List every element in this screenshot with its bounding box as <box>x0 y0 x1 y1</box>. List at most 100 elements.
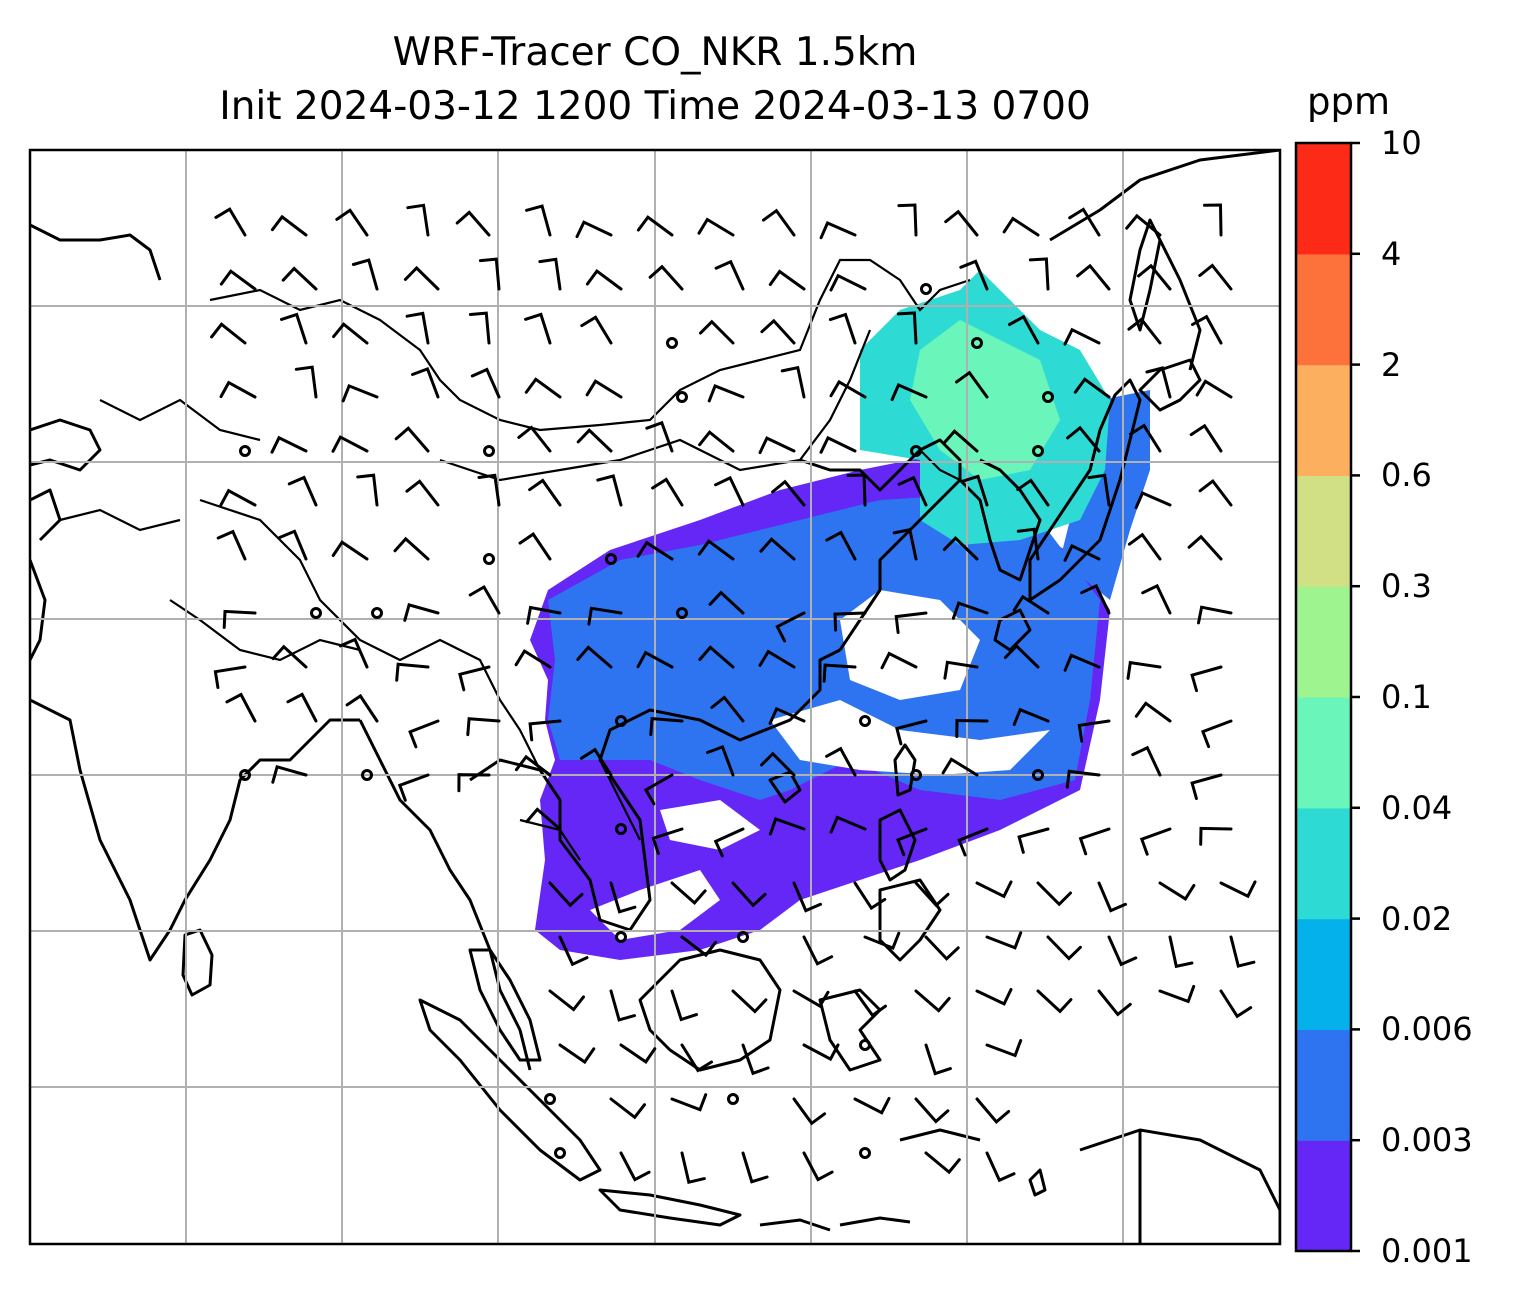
wind-barb <box>1219 989 1253 1019</box>
wind-barb <box>896 827 928 857</box>
wind-barb <box>225 692 257 723</box>
colorbar-tick-label: 0.006 <box>1381 1010 1473 1049</box>
wind-barb <box>1129 423 1162 453</box>
borneo <box>638 948 782 1072</box>
wind-barb <box>897 475 928 507</box>
calm-wind-circle <box>615 715 627 727</box>
wind-barb <box>548 881 584 908</box>
wind-barb <box>896 311 918 345</box>
calm-wind-circle <box>910 445 922 457</box>
wind-barb <box>405 311 430 345</box>
wind-barb <box>278 529 308 561</box>
wind-barb <box>645 420 674 453</box>
wind-barb <box>405 479 440 507</box>
calm-wind-circle <box>554 1147 566 1159</box>
wind-barb <box>335 208 369 237</box>
wind-barb <box>895 719 928 746</box>
china-mongolia-border <box>439 329 872 482</box>
calm-wind-circle <box>615 931 627 943</box>
wind-barb <box>775 611 806 643</box>
wind-barb <box>1191 314 1223 345</box>
wind-barb <box>975 880 1013 899</box>
colorbar-segment <box>1296 143 1351 255</box>
wind-barb <box>670 881 707 906</box>
java <box>598 1188 742 1227</box>
wind-barb <box>466 717 501 737</box>
wind-barb <box>706 744 735 777</box>
wind-barb <box>1063 653 1101 672</box>
colorbar-segment <box>1296 1140 1351 1252</box>
colorbar-segment <box>1296 253 1351 366</box>
wind-barb <box>1068 207 1101 237</box>
wind-barb <box>356 473 379 507</box>
map-frame <box>28 148 1282 1246</box>
wind-barb <box>1187 534 1223 561</box>
wind-barb <box>1046 935 1082 961</box>
wind-barb <box>548 989 585 1012</box>
wind-barb <box>280 312 308 345</box>
russia-mongolia-border <box>209 258 971 432</box>
wind-barb <box>853 1097 891 1115</box>
plume-gap-2 <box>770 700 1050 775</box>
wind-barb <box>270 214 308 237</box>
calm-wind-circle <box>859 1039 871 1051</box>
wind-barb <box>771 479 806 507</box>
wind-barb <box>1197 605 1233 625</box>
wind-barb <box>579 747 613 777</box>
wind-barb <box>636 650 674 669</box>
wind-barb <box>768 816 806 836</box>
wind-barb <box>271 764 308 784</box>
wind-barb <box>1097 881 1127 913</box>
philippines-south <box>878 878 942 962</box>
calm-wind-circle <box>727 1093 739 1105</box>
malay-peninsula <box>468 948 542 1062</box>
sri-lanka <box>181 928 214 997</box>
wind-barb <box>1189 423 1223 453</box>
wind-barb <box>517 425 552 453</box>
wind-barb <box>942 429 979 453</box>
calm-wind-circle <box>239 769 251 781</box>
wind-barb <box>455 210 491 237</box>
wind-barb <box>525 807 562 831</box>
wind-barb <box>1077 719 1111 743</box>
wind-barb <box>558 1043 596 1065</box>
calm-wind-circle <box>676 391 688 403</box>
wind-barb <box>294 365 318 399</box>
wind-barb <box>1199 826 1233 846</box>
wind-barb <box>758 649 796 669</box>
wind-barb <box>951 601 989 620</box>
calm-wind-circle <box>1032 769 1044 781</box>
wind-barb <box>651 827 684 855</box>
wind-barb <box>670 1093 708 1112</box>
wind-barb <box>829 815 867 834</box>
wind-barb <box>914 989 951 1013</box>
wind-barb <box>1219 880 1257 899</box>
wind-barb <box>636 540 674 561</box>
wind-barbs <box>210 203 1257 1184</box>
wind-barb <box>1190 665 1223 693</box>
wind-barb <box>341 383 379 403</box>
wind-barb <box>576 428 613 453</box>
wind-barb <box>1097 989 1132 1017</box>
wind-barb <box>651 477 684 507</box>
wind-barb <box>406 203 430 237</box>
colorbar-tick-label: 0.02 <box>1381 899 1453 938</box>
wind-barb <box>1229 935 1256 968</box>
wind-barb <box>1078 827 1111 856</box>
korea-peninsula <box>958 458 1042 582</box>
plume-level-3 <box>1060 390 1150 600</box>
wind-barb <box>680 1043 713 1073</box>
wind-barb <box>710 695 745 723</box>
wind-barb <box>1198 478 1233 507</box>
wind-barb <box>759 537 796 561</box>
wind-barb <box>411 366 440 399</box>
colorbar-tick-label: 0.04 <box>1381 788 1453 827</box>
colorbar-tick-label: 0.003 <box>1381 1121 1473 1160</box>
wind-barb <box>649 716 684 736</box>
japan-honshu <box>1028 378 1142 602</box>
wind-barb <box>281 266 318 291</box>
wind-barb <box>619 1043 657 1064</box>
calm-wind-circle <box>310 607 322 619</box>
wind-barb <box>403 265 440 291</box>
chart-title-line2: Init 2024-03-12 1200 Time 2024-03-13 070… <box>219 84 1091 129</box>
